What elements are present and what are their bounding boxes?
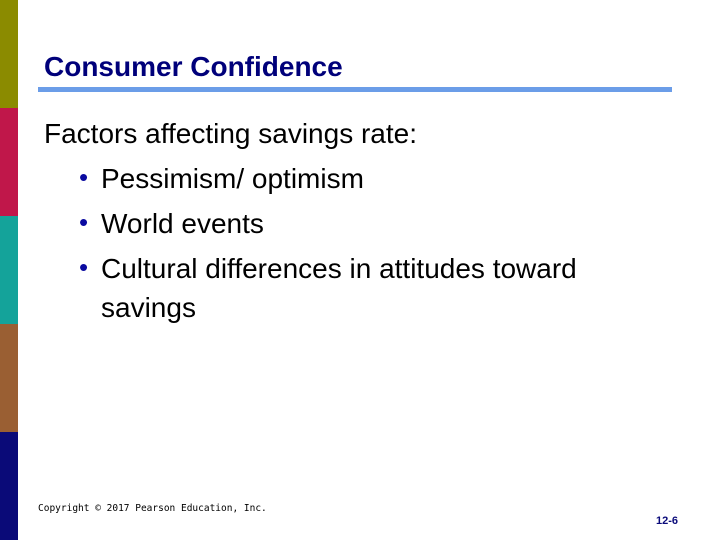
bullet-text: Cultural differences in attitudes toward… — [101, 253, 577, 323]
bullet-icon: • — [79, 252, 89, 282]
side-band-olive — [0, 0, 18, 108]
bullet-list: • Pessimism/ optimism • World events • C… — [76, 159, 581, 333]
side-band-teal — [0, 216, 18, 324]
side-band-crimson — [0, 108, 18, 216]
bullet-text: Pessimism/ optimism — [101, 163, 364, 194]
title-underline — [38, 87, 672, 92]
intro-text: Factors affecting savings rate: — [44, 118, 417, 149]
side-band-navy — [0, 432, 18, 540]
list-item: • Pessimism/ optimism — [76, 159, 581, 198]
copyright-text: Copyright © 2017 Pearson Education, Inc. — [38, 503, 267, 514]
list-item: • World events — [76, 204, 581, 243]
side-color-bar — [0, 0, 18, 540]
side-band-brown — [0, 324, 18, 432]
slide-title: Consumer Confidence — [44, 51, 343, 82]
bullet-icon: • — [79, 162, 89, 192]
bullet-text: World events — [101, 208, 264, 239]
page-number: 12-6 — [655, 515, 678, 527]
list-item: • Cultural differences in attitudes towa… — [76, 249, 581, 327]
bullet-icon: • — [79, 207, 89, 237]
